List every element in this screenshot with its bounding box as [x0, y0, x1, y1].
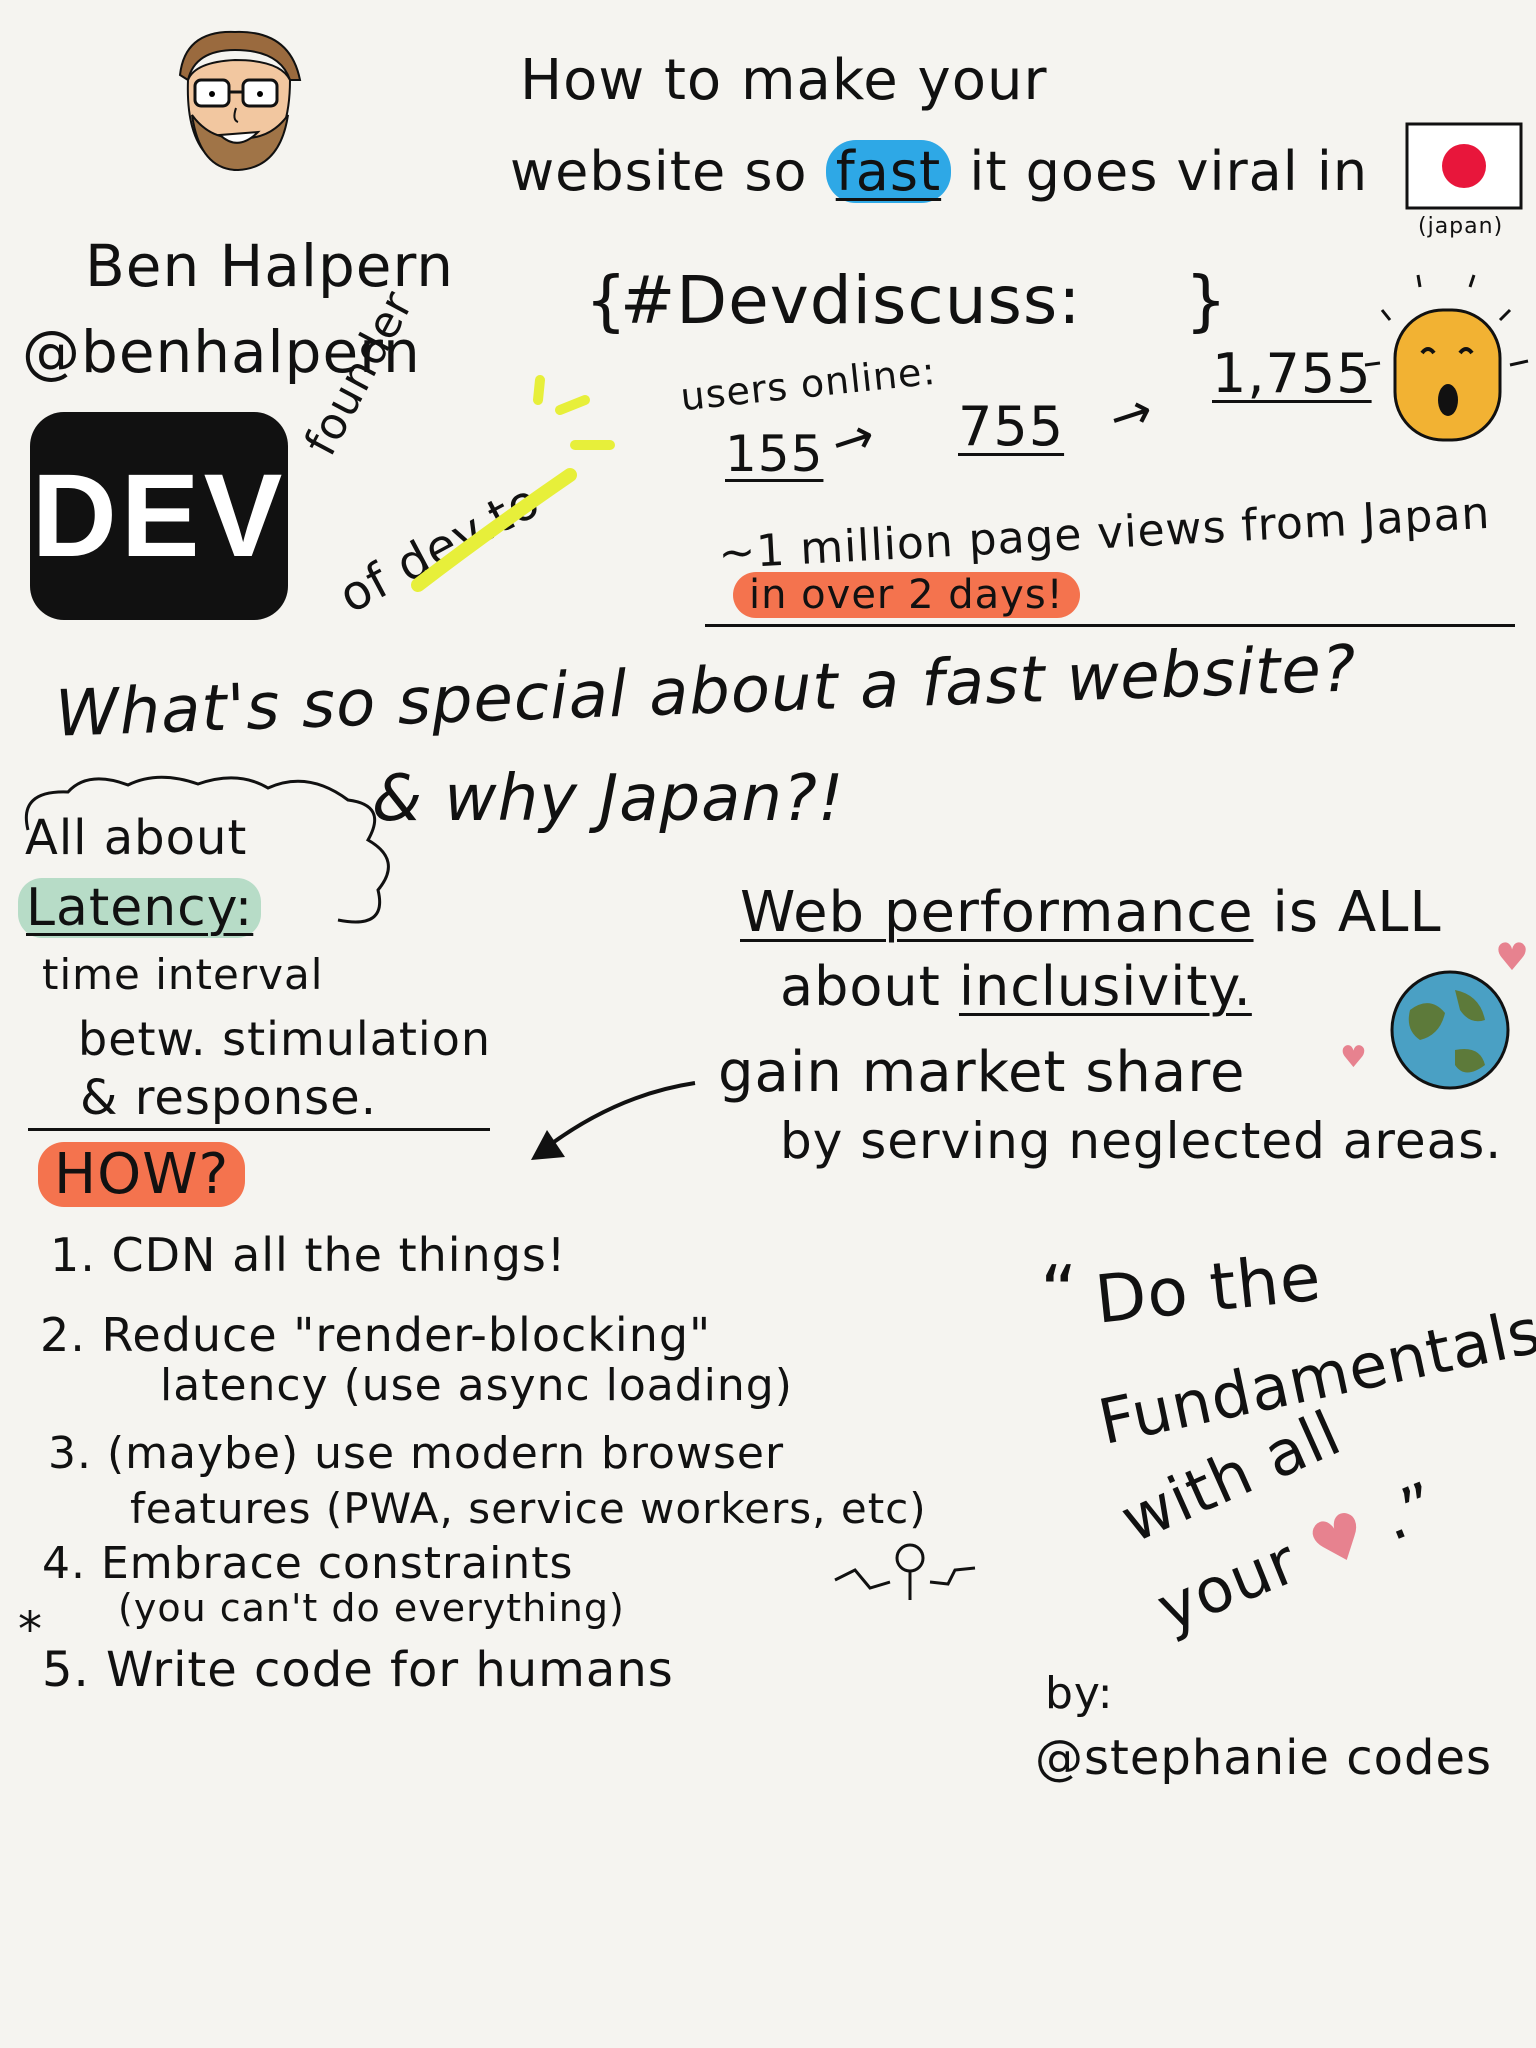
- how-item-4: 4. Embrace constraints: [42, 1538, 574, 1589]
- japan-flag-icon: [1405, 122, 1523, 210]
- dev-logo-text: DEV: [31, 450, 287, 582]
- cloud-line1: All about: [25, 810, 248, 866]
- perf-text: about: [780, 955, 941, 1018]
- latency-divider: [28, 1128, 490, 1131]
- ben-face-icon: [178, 30, 302, 172]
- latency-def3: & response.: [80, 1070, 377, 1126]
- timeframe-highlight: in over 2 days!: [733, 572, 1080, 618]
- how-item-3-cont: features (PWA, service workers, etc): [130, 1484, 927, 1533]
- perf-text: is ALL: [1272, 880, 1442, 945]
- count-1: 155: [725, 425, 824, 483]
- perf-term: Web performance: [740, 880, 1254, 945]
- quote-close: .”: [1370, 1467, 1449, 1556]
- speaker-name: Ben Halpern: [85, 232, 455, 300]
- perf-line2: about inclusivity.: [780, 955, 1252, 1018]
- perf-line1: Web performance is ALL: [740, 880, 1442, 945]
- how-item-4-cont: (you can't do everything): [118, 1586, 625, 1630]
- arrow-2: →: [1102, 379, 1161, 449]
- how-star: *: [18, 1602, 43, 1658]
- inclusivity-term: inclusivity.: [958, 955, 1252, 1018]
- speaker-handle: @benhalpern: [22, 318, 421, 386]
- how-item-1: 1. CDN all the things!: [50, 1228, 567, 1282]
- stick-figure-icon: [834, 1543, 976, 1600]
- quote-open: “: [1040, 1250, 1079, 1334]
- heart-icon: ♥: [1495, 935, 1530, 979]
- latency-term: Latency:: [18, 878, 262, 938]
- how-item-2-cont: latency (use async loading): [160, 1360, 793, 1411]
- count-2: 755: [958, 395, 1065, 458]
- how-heading: HOW?: [38, 1142, 246, 1207]
- surprised-face-icon: [1364, 274, 1529, 442]
- how-item-5: 5. Write code for humans: [42, 1642, 674, 1698]
- dev-logo: DEV: [30, 412, 288, 620]
- how-item-3: 3. (maybe) use modern browser: [48, 1428, 785, 1479]
- question-line1: What's so special about a fast website?: [54, 632, 1358, 752]
- question-line2: & why Japan?!: [372, 762, 845, 836]
- title-part: website so: [510, 140, 808, 203]
- latency-def2: betw. stimulation: [78, 1012, 492, 1066]
- page-views: ~1 million page views from Japan: [717, 487, 1492, 580]
- earth-icon: [1390, 970, 1510, 1090]
- latency-def1: time interval: [42, 950, 324, 999]
- brace-left: {: [585, 262, 628, 339]
- talk-title-line1: How to make your: [520, 48, 1048, 113]
- title-fast-highlight: fast: [825, 140, 952, 203]
- title-part: it goes viral in: [969, 140, 1369, 203]
- talk-title-line2: website so fast it goes viral in: [510, 140, 1368, 203]
- cloud-outline-icon: [25, 775, 390, 924]
- perf-line4: by serving neglected areas.: [780, 1112, 1503, 1170]
- perf-line3: gain market share: [718, 1040, 1246, 1105]
- users-online-label: users online:: [678, 348, 939, 420]
- credit-by: by:: [1045, 1668, 1114, 1719]
- heart-icon: ♥: [1340, 1040, 1367, 1075]
- arrow-1: →: [824, 404, 883, 474]
- yellow-spark-icon: [411, 375, 615, 592]
- credit-author: @stephanie codes: [1035, 1730, 1492, 1786]
- brace-right: }: [1185, 262, 1228, 339]
- section-divider: [705, 624, 1515, 627]
- arrow-icon: [531, 1081, 696, 1160]
- heart-icon: ♥: [1299, 1495, 1380, 1585]
- flag-caption: (japan): [1418, 214, 1504, 239]
- count-3: 1,755: [1212, 342, 1372, 405]
- discuss-tag: #Devdiscuss:: [620, 262, 1082, 339]
- how-item-2: 2. Reduce "render-blocking": [40, 1308, 712, 1362]
- quote-line1: Do the: [1091, 1238, 1325, 1339]
